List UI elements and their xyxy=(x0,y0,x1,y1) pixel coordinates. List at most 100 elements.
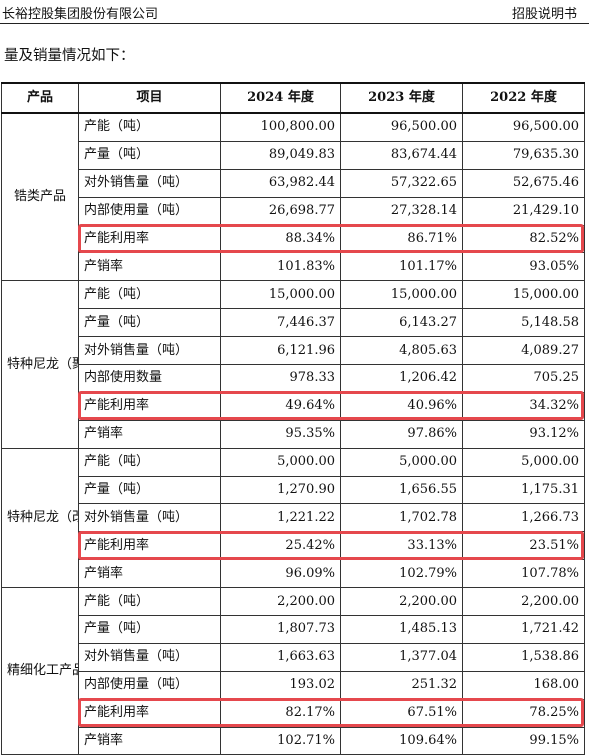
value-cell-2024: 96.09% xyxy=(220,559,341,589)
item-cell: 产量（吨） xyxy=(78,615,221,644)
table-row: 产能利用率 25.42% 33.13% 23.51% xyxy=(2,531,585,561)
value-cell-2024: 95.35% xyxy=(220,419,341,449)
table-row: 产能利用率 88.34% 86.71% 82.52% xyxy=(2,224,585,254)
value-cell-2024: 26,698.77 xyxy=(220,196,341,226)
table-row: 对外销售量（吨） 6,121.96 4,805.63 4,089.27 xyxy=(2,336,585,366)
table-header-row: 产品 项目 2024 年度 2023 年度 2022 年度 xyxy=(1,82,585,114)
value-cell-2022: 2,200.00 xyxy=(462,587,585,617)
value-cell-2023: 67.51% xyxy=(340,698,463,728)
value-cell-2024: 193.02 xyxy=(220,670,341,700)
value-cell-2023: 1,702.78 xyxy=(340,503,463,533)
value-cell-2023: 57,322.65 xyxy=(340,168,463,198)
value-cell-2022: 5,148.58 xyxy=(462,308,585,338)
value-cell-2024: 1,221.22 xyxy=(220,503,341,533)
value-cell-2022: 34.32% xyxy=(462,391,585,421)
value-cell-2022: 1,721.42 xyxy=(462,615,585,644)
product-cell: 锆类产品 xyxy=(1,112,79,282)
capacity-sales-table: 产品 项目 2024 年度 2023 年度 2022 年度 锆类产品 产能（吨） 1… xyxy=(1,82,585,755)
item-cell: 产能利用率 xyxy=(78,391,221,421)
table-row: 精细化工产品 产能（吨） 2,200.00 2,200.00 2,200.00 xyxy=(1,587,585,755)
value-cell-2022: 1,538.86 xyxy=(462,642,585,672)
item-cell: 产能（吨） xyxy=(78,587,221,617)
value-cell-2024: 101.83% xyxy=(220,252,341,282)
item-cell: 产能利用率 xyxy=(78,224,221,254)
item-cell: 产能（吨） xyxy=(78,112,221,142)
value-cell-2024: 82.17% xyxy=(220,698,341,728)
item-cell: 产能利用率 xyxy=(78,698,221,728)
value-cell-2023: 4,805.63 xyxy=(340,336,463,366)
value-cell-2023: 1,377.04 xyxy=(340,642,463,672)
column-header-2022: 2022 年度 xyxy=(462,82,585,114)
company-name: 长裕控股集团股份有限公司 xyxy=(2,7,159,22)
value-cell-2023: 1,206.42 xyxy=(340,364,463,393)
value-cell-2023: 6,143.27 xyxy=(340,308,463,338)
value-cell-2024: 1,663.63 xyxy=(220,642,341,672)
table-row: 对外销售量（吨） 63,982.44 57,322.65 52,675.46 xyxy=(2,168,585,198)
item-cell: 产销率 xyxy=(78,419,221,449)
value-cell-2023: 96,500.00 xyxy=(340,112,463,142)
table-row: 产销率 96.09% 102.79% 107.78% xyxy=(2,559,585,589)
value-cell-2022: 107.78% xyxy=(462,559,585,589)
value-cell-2023: 15,000.00 xyxy=(340,280,463,310)
value-cell-2022: 82.52% xyxy=(462,224,585,254)
value-cell-2023: 33.13% xyxy=(340,531,463,561)
value-cell-2024: 5,000.00 xyxy=(220,447,341,477)
document-type: 招股说明书 xyxy=(511,7,577,22)
item-cell: 产量（吨） xyxy=(78,140,221,170)
value-cell-2024: 1,270.90 xyxy=(220,475,341,505)
value-cell-2022: 21,429.10 xyxy=(462,196,585,226)
table-row: 产量（吨） 1,807.73 1,485.13 1,721.42 xyxy=(2,615,585,644)
product-cell: 特种尼龙（改性） xyxy=(1,447,79,589)
value-cell-2023: 251.32 xyxy=(340,670,463,700)
value-cell-2022: 52,675.46 xyxy=(462,168,585,198)
page-header: 长裕控股集团股份有限公司 招股说明书 xyxy=(0,0,589,24)
table-row: 产销率 101.83% 101.17% 93.05% xyxy=(2,252,585,282)
value-cell-2022: 23.51% xyxy=(462,531,585,561)
table-row: 产量（吨） 1,270.90 1,656.55 1,175.31 xyxy=(2,475,585,505)
value-cell-2024: 6,121.96 xyxy=(220,336,341,366)
item-cell: 内部使用数量 xyxy=(78,364,221,393)
table-row: 内部使用数量 978.33 1,206.42 705.25 xyxy=(2,364,585,393)
value-cell-2024: 25.42% xyxy=(220,531,341,561)
value-cell-2023: 83,674.44 xyxy=(340,140,463,170)
table-row: 对外销售量（吨） 1,663.63 1,377.04 1,538.86 xyxy=(2,642,585,672)
item-cell: 产能（吨） xyxy=(78,447,221,477)
item-cell: 对外销售量（吨） xyxy=(78,642,221,672)
value-cell-2024: 89,049.83 xyxy=(220,140,341,170)
value-cell-2024: 7,446.37 xyxy=(220,308,341,338)
table-row: 对外销售量（吨） 1,221.22 1,702.78 1,266.73 xyxy=(2,503,585,533)
value-cell-2022: 705.25 xyxy=(462,364,585,393)
column-header-item: 项目 xyxy=(78,82,221,114)
column-header-product: 产品 xyxy=(1,82,79,114)
value-cell-2023: 86.71% xyxy=(340,224,463,254)
value-cell-2023: 1,485.13 xyxy=(340,615,463,644)
table-row: 内部使用量（吨） 193.02 251.32 168.00 xyxy=(2,670,585,700)
value-cell-2023: 101.17% xyxy=(340,252,463,282)
table-row: 特种尼龙（改性）产能（吨）5,000.005,000.005,000.00 xyxy=(1,447,585,589)
table-row: 产量（吨） 89,049.83 83,674.44 79,635.30 xyxy=(2,140,585,170)
table-row: 锆类产品 产能（吨） 100,800.00 96,500.00 96,500.00 xyxy=(1,112,585,282)
value-cell-2023: 2,200.00 xyxy=(340,587,463,617)
value-cell-2024: 102.71% xyxy=(220,726,341,755)
item-cell: 对外销售量（吨） xyxy=(78,168,221,198)
value-cell-2022: 96,500.00 xyxy=(462,112,585,142)
intro-text: 量及销量情况如下： xyxy=(4,48,135,64)
product-cell: 特种尼龙（聚合） xyxy=(1,280,79,449)
column-header-2023: 2023 年度 xyxy=(340,82,463,114)
table-body: 锆类产品 产能（吨） 100,800.00 96,500.00 96,500.00 产量（… xyxy=(1,112,585,755)
table-row: 产能利用率 49.64% 40.96% 34.32% xyxy=(2,391,585,421)
value-cell-2024: 978.33 xyxy=(220,364,341,393)
item-cell: 产量（吨） xyxy=(78,308,221,338)
value-cell-2022: 79,635.30 xyxy=(462,140,585,170)
value-cell-2023: 5,000.00 xyxy=(340,447,463,477)
value-cell-2022: 5,000.00 xyxy=(462,447,585,477)
table-row: 产销率 102.71% 109.64% 99.15% xyxy=(2,726,585,755)
item-cell: 产销率 xyxy=(78,252,221,282)
value-cell-2024: 1,807.73 xyxy=(220,615,341,644)
value-cell-2022: 93.12% xyxy=(462,419,585,449)
value-cell-2022: 93.05% xyxy=(462,252,585,282)
item-cell: 产量（吨） xyxy=(78,475,221,505)
value-cell-2023: 97.86% xyxy=(340,419,463,449)
value-cell-2023: 102.79% xyxy=(340,559,463,589)
